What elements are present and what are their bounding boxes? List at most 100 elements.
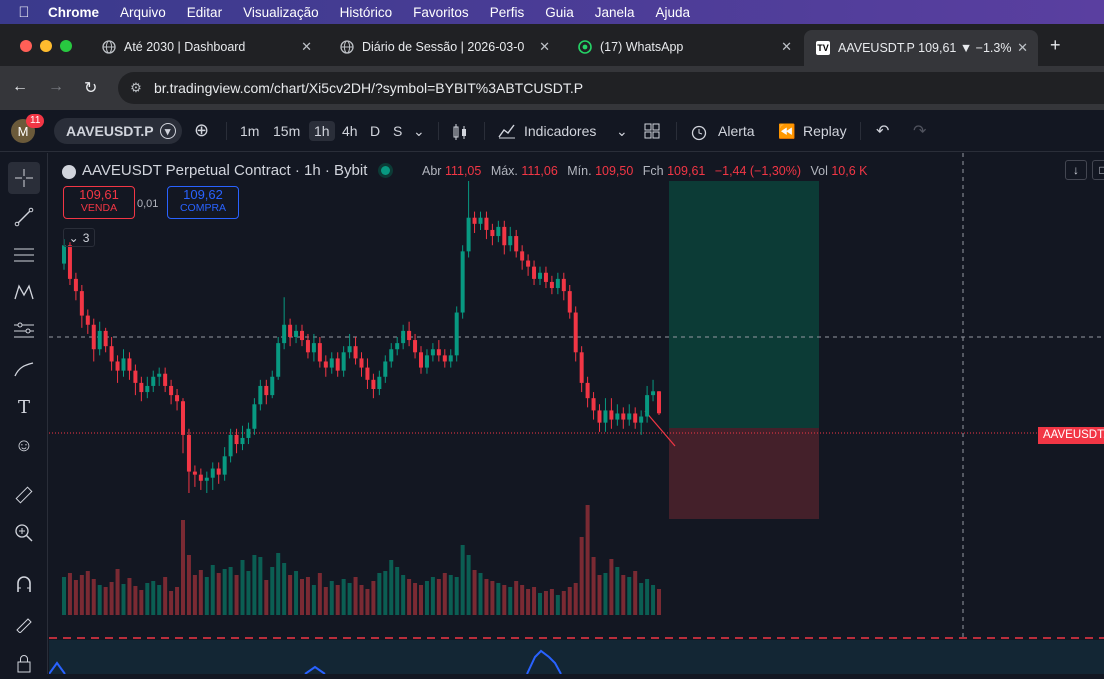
volume-bar (430, 577, 435, 615)
drawing-toolbar: T ☺ (0, 153, 48, 674)
alert-button[interactable]: Alerta (718, 123, 755, 139)
alarm-clock-icon[interactable] (690, 123, 708, 144)
menu-janela[interactable]: Janela (594, 4, 635, 20)
close-tab-icon[interactable]: ✕ (539, 39, 550, 54)
price-chart[interactable] (49, 153, 1104, 674)
new-tab-icon[interactable]: + (1050, 35, 1061, 55)
fib-retracement-icon[interactable] (8, 239, 40, 271)
url-field[interactable]: ⚙ br.tradingview.com/chart/Xi5cv2DH/?sym… (118, 72, 1104, 104)
candle-body (359, 358, 364, 368)
menu-arquivo[interactable]: Arquivo (120, 4, 166, 20)
volume-bar (240, 560, 245, 615)
site-settings-icon[interactable]: ⚙ (130, 80, 142, 95)
symbol-search-button[interactable]: AAVEUSDT.P ▾ (54, 118, 182, 144)
back-icon[interactable]: ← (12, 78, 28, 95)
candle-body (163, 373, 168, 386)
browser-tab-dashboard[interactable]: Até 2030 | Dashboard ✕ (90, 32, 322, 62)
candle-body (460, 251, 465, 313)
volume-bar (216, 573, 221, 615)
compare-symbol-icon[interactable]: ⊕ (194, 120, 210, 140)
redo-icon[interactable]: ↷ (913, 123, 927, 140)
candlestick-type-icon[interactable] (452, 123, 468, 144)
menu-perfis[interactable]: Perfis (489, 4, 525, 20)
long-position-target-zone[interactable] (669, 181, 819, 428)
interval-1h[interactable]: 1h (309, 121, 335, 141)
menu-app-name[interactable]: Chrome (48, 4, 100, 20)
volume-bar (359, 585, 364, 615)
interval-d[interactable]: D (370, 123, 381, 139)
pattern-icon[interactable] (8, 276, 40, 308)
replay-button[interactable]: Replay (803, 123, 847, 139)
apple-icon[interactable]:  (0, 4, 48, 21)
layout-grid-icon[interactable] (644, 123, 660, 142)
forecast-icon[interactable] (8, 314, 40, 346)
volume-bar (175, 587, 180, 615)
menu-editar[interactable]: Editar (186, 4, 223, 20)
text-tool-icon[interactable]: T (17, 396, 30, 418)
brush-icon[interactable] (8, 353, 40, 385)
long-position-stop-zone[interactable] (669, 428, 819, 519)
volume-bar (317, 573, 322, 615)
interval-s[interactable]: S (393, 123, 403, 139)
ruler-icon[interactable] (8, 479, 40, 511)
browser-tab-diario[interactable]: Diário de Sessão | 2026-03-0 ✕ (328, 32, 560, 62)
candle-body (353, 346, 358, 359)
trend-line-icon[interactable] (8, 201, 40, 233)
interval-15m[interactable]: 15m (273, 123, 301, 139)
reload-icon[interactable]: ↻ (84, 80, 98, 97)
emoji-icon[interactable]: ☺ (14, 434, 34, 455)
undo-icon[interactable]: ↶ (876, 123, 890, 140)
chevron-down-icon[interactable]: ⌄ (413, 123, 425, 139)
stay-drawing-icon[interactable] (8, 607, 40, 639)
rewind-icon[interactable]: ⏪ (778, 123, 796, 139)
candle-body (645, 395, 650, 417)
lock-icon[interactable] (8, 647, 40, 679)
tab-label: Até 2030 | Dashboard (124, 40, 246, 54)
browser-tab-whatsapp[interactable]: (17) WhatsApp ✕ (566, 32, 802, 62)
legend-title[interactable]: AAVEUSDT Perpetual Contract · 1h · Bybit (82, 162, 368, 179)
close-label: Fch (642, 164, 664, 178)
zoom-in-icon[interactable] (8, 517, 40, 549)
minimize-window-button[interactable] (40, 40, 52, 52)
zoom-window-button[interactable] (60, 40, 72, 52)
crosshair-icon[interactable] (8, 162, 40, 194)
volume-bar (573, 583, 578, 615)
forward-icon[interactable]: → (48, 78, 64, 95)
sell-button[interactable]: 109,61 VENDA (63, 186, 135, 219)
close-tab-icon[interactable]: ✕ (301, 39, 312, 54)
indicators-icon[interactable] (498, 123, 516, 142)
trend-line-drawing[interactable] (644, 410, 676, 447)
fullscreen-icon[interactable]: □ (1092, 160, 1104, 180)
market-status-icon[interactable] (381, 166, 391, 175)
candle-body (62, 245, 66, 264)
indicators-button[interactable]: Indicadores (524, 123, 597, 139)
interval-4h[interactable]: 4h (342, 123, 358, 139)
candle-body (133, 370, 138, 383)
menu-favoritos[interactable]: Favoritos (413, 4, 469, 20)
volume-bar (186, 555, 191, 615)
magnet-icon[interactable] (8, 568, 40, 600)
candle-body (454, 312, 459, 356)
menu-guia[interactable]: Guia (545, 4, 574, 20)
candle-body (157, 373, 162, 377)
volume-bar (276, 553, 281, 615)
download-icon[interactable]: ↓ (1065, 160, 1087, 180)
volume-bar (615, 567, 620, 615)
close-tab-icon[interactable]: ✕ (1017, 40, 1028, 55)
indicators-collapse-toggle[interactable]: ⌄ 3 (63, 228, 95, 247)
menu-historico[interactable]: Histórico (339, 4, 393, 20)
browser-tab-tradingview[interactable]: TV AAVEUSDT.P 109,61 ▼ −1.3% ✕ (804, 30, 1038, 66)
volume-bar (258, 557, 263, 615)
buy-button[interactable]: 109,62 COMPRA (167, 186, 239, 219)
volume-bar (163, 577, 168, 615)
ohlc-values: Abr 111,05 Máx. 111,06 Mín. 109,50 Fch 1… (422, 164, 874, 178)
close-window-button[interactable] (20, 40, 32, 52)
menu-ajuda[interactable]: Ajuda (655, 4, 691, 20)
interval-1m[interactable]: 1m (240, 123, 260, 139)
chevron-down-icon[interactable]: ⌄ (616, 123, 628, 139)
indicator-count: 3 (82, 230, 90, 245)
symbol-label: AAVEUSDT.P (66, 123, 154, 139)
candle-body (91, 324, 96, 350)
close-tab-icon[interactable]: ✕ (781, 39, 792, 54)
menu-visualizacao[interactable]: Visualização (243, 4, 319, 20)
